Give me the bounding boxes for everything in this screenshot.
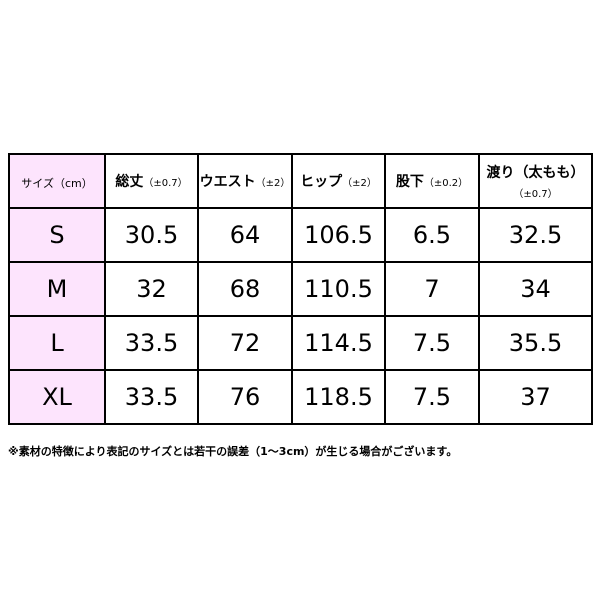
header-name: ヒップ (300, 174, 343, 190)
size-label: XL (8, 369, 106, 425)
measurement: 7.5 (384, 369, 480, 425)
header-name: ウエスト (199, 174, 256, 190)
note: ※素材の特徴により表記のサイズとは若干の誤差（1～3cm）が生じる場合がございま… (8, 445, 458, 458)
header-row: サイズ（cm） 総丈（±0.7） ウエスト（±2） ヒップ（±2） 股下（±0.2） 渡り… (8, 153, 593, 209)
measurement: 7.5 (384, 315, 480, 371)
measurement: 6.5 (384, 207, 480, 263)
header-tolerance: （±2） (342, 178, 377, 189)
measurement: 64 (197, 207, 293, 263)
size-row: S 30.5 64 106.5 6.5 32.5 (8, 207, 593, 263)
measurement: 37 (478, 369, 593, 425)
measurement: 106.5 (291, 207, 386, 263)
header-cell: 股下（±0.2） (384, 153, 480, 209)
header-tolerance: （±2） (255, 178, 291, 189)
measurement: 32.5 (478, 207, 593, 263)
measurement: 34 (478, 261, 593, 317)
measurement: 76 (197, 369, 293, 425)
table-body: サイズ（cm） 総丈（±0.7） ウエスト（±2） ヒップ（±2） 股下（±0.2） 渡り… (8, 153, 593, 425)
size-label: L (8, 315, 106, 371)
header-name: 渡り（太もも） (486, 164, 585, 181)
measurement: 114.5 (291, 315, 386, 371)
measurement: 33.5 (104, 315, 199, 371)
header-name: 股下 (395, 174, 424, 190)
measurement: 118.5 (291, 369, 386, 425)
header-tolerance: （±0.2） (423, 178, 469, 189)
header-name: サイズ（cm） (21, 176, 93, 190)
size-label: M (8, 261, 106, 317)
header-cell: サイズ（cm） (8, 153, 106, 209)
size-table: サイズ（cm） 総丈（±0.7） ウエスト（±2） ヒップ（±2） 股下（±0.2） 渡り… (8, 153, 593, 425)
measurement: 35.5 (478, 315, 593, 371)
measurement: 72 (197, 315, 293, 371)
header-cell: 渡り（太もも） （±0.7） (478, 153, 593, 209)
measurement: 33.5 (104, 369, 199, 425)
size-row: L 33.5 72 114.5 7.5 35.5 (8, 315, 593, 371)
size-row: XL 33.5 76 118.5 7.5 37 (8, 369, 593, 425)
header-tolerance: （±0.7） (513, 188, 558, 200)
size-label: S (8, 207, 106, 263)
header-tolerance: （±0.7） (143, 178, 188, 189)
header-cell: ヒップ（±2） (291, 153, 386, 209)
measurement: 68 (197, 261, 293, 317)
header-cell: ウエスト（±2） (197, 153, 293, 209)
measurement: 32 (104, 261, 199, 317)
header-name: 総丈 (115, 174, 144, 190)
measurement: 30.5 (104, 207, 199, 263)
measurement: 7 (384, 261, 480, 317)
size-row: M 32 68 110.5 7 34 (8, 261, 593, 317)
measurement: 110.5 (291, 261, 386, 317)
header-cell: 総丈（±0.7） (104, 153, 199, 209)
